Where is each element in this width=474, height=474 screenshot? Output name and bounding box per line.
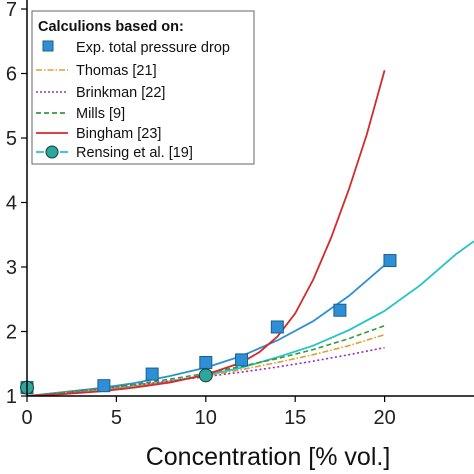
y-tick-label: 5 [6,128,17,150]
series-line [27,70,386,396]
fit-curve-line [27,240,474,396]
ticks: 0 5 10 15 20 1 2 3 4 5 6 7 [6,0,396,429]
legend-label: Bingham [23] [76,126,161,142]
legend-entry-bingham: Bingham [23] [36,126,161,142]
legend-entry-thomas: Thomas [21] [36,63,157,79]
x-tick-label: 15 [284,407,306,429]
data-point-circle [198,368,213,383]
legend-square-marker [42,40,54,52]
legend-label: Thomas [21] [76,63,157,79]
y-tick-label: 1 [6,386,17,408]
data-point-square [383,254,397,268]
data-point-square [235,353,249,367]
data-point-square [199,355,213,369]
data-point-square [97,379,111,393]
y-tick-label: 7 [6,0,17,21]
data-point-square [333,303,347,317]
legend-entry-brinkman: Brinkman [22] [36,85,165,101]
legend-entry-mills: Mills [9] [36,106,125,122]
x-tick-label: 20 [373,407,395,429]
legend-entry-rensing: Rensing et al. [19] [36,145,193,161]
y-tick-label: 6 [6,64,17,86]
legend-circle-marker [45,145,59,159]
data-point-square [145,367,159,381]
y-tick-label: 4 [6,193,17,215]
legend-title: Calculions based on: [38,19,184,35]
legend-box [31,10,255,165]
axes [26,0,474,397]
legend-label: Mills [9] [76,106,125,122]
y-tick-label: 2 [6,322,17,344]
y-tick-label: 3 [6,257,17,279]
x-tick-label: 0 [21,407,32,429]
data-point-square [270,320,284,334]
x-tick-label: 5 [111,407,122,429]
fit-curves [27,240,474,396]
legend-label: Rensing et al. [19] [76,145,193,161]
x-tick-label: 10 [195,407,217,429]
series-markers [20,254,397,395]
legend: Calculions based on: Exp. total pressure… [31,10,255,165]
x-axis-title: Concentration [% vol.] [146,443,391,471]
legend-entry-exp: Exp. total pressure drop [42,40,230,56]
legend-label: Brinkman [22] [76,85,165,101]
legend-label: Exp. total pressure drop [76,40,230,56]
